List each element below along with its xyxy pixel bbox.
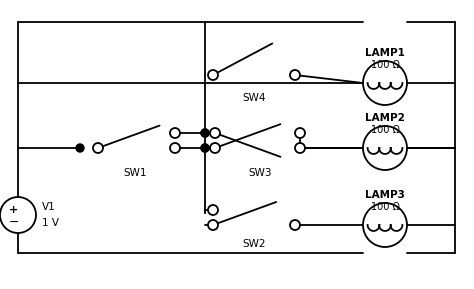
- Circle shape: [0, 197, 36, 233]
- Circle shape: [201, 129, 209, 137]
- Circle shape: [363, 126, 407, 170]
- Text: LAMP3: LAMP3: [365, 190, 405, 200]
- Circle shape: [363, 61, 407, 105]
- Text: LAMP2: LAMP2: [365, 113, 405, 123]
- Circle shape: [210, 143, 220, 153]
- Circle shape: [208, 70, 218, 80]
- Text: SW1: SW1: [123, 168, 147, 178]
- Text: 100 Ω: 100 Ω: [371, 202, 400, 212]
- Circle shape: [295, 143, 305, 153]
- Text: SW4: SW4: [242, 93, 266, 103]
- Text: −: −: [9, 216, 19, 229]
- Text: LAMP1: LAMP1: [365, 48, 405, 58]
- Circle shape: [201, 144, 209, 152]
- Text: 100 Ω: 100 Ω: [371, 60, 400, 70]
- Circle shape: [208, 205, 218, 215]
- Text: V1: V1: [42, 202, 56, 212]
- Circle shape: [170, 128, 180, 138]
- Text: +: +: [9, 205, 18, 215]
- Circle shape: [363, 203, 407, 247]
- Circle shape: [170, 143, 180, 153]
- Text: 1 V: 1 V: [42, 218, 59, 228]
- Circle shape: [210, 128, 220, 138]
- Circle shape: [76, 144, 84, 152]
- Circle shape: [93, 143, 103, 153]
- Circle shape: [295, 128, 305, 138]
- Text: SW2: SW2: [242, 239, 266, 249]
- Text: SW3: SW3: [248, 168, 272, 178]
- Text: 100 Ω: 100 Ω: [371, 125, 400, 135]
- Circle shape: [290, 70, 300, 80]
- Circle shape: [201, 129, 209, 137]
- Circle shape: [290, 220, 300, 230]
- Circle shape: [201, 144, 209, 152]
- Circle shape: [208, 220, 218, 230]
